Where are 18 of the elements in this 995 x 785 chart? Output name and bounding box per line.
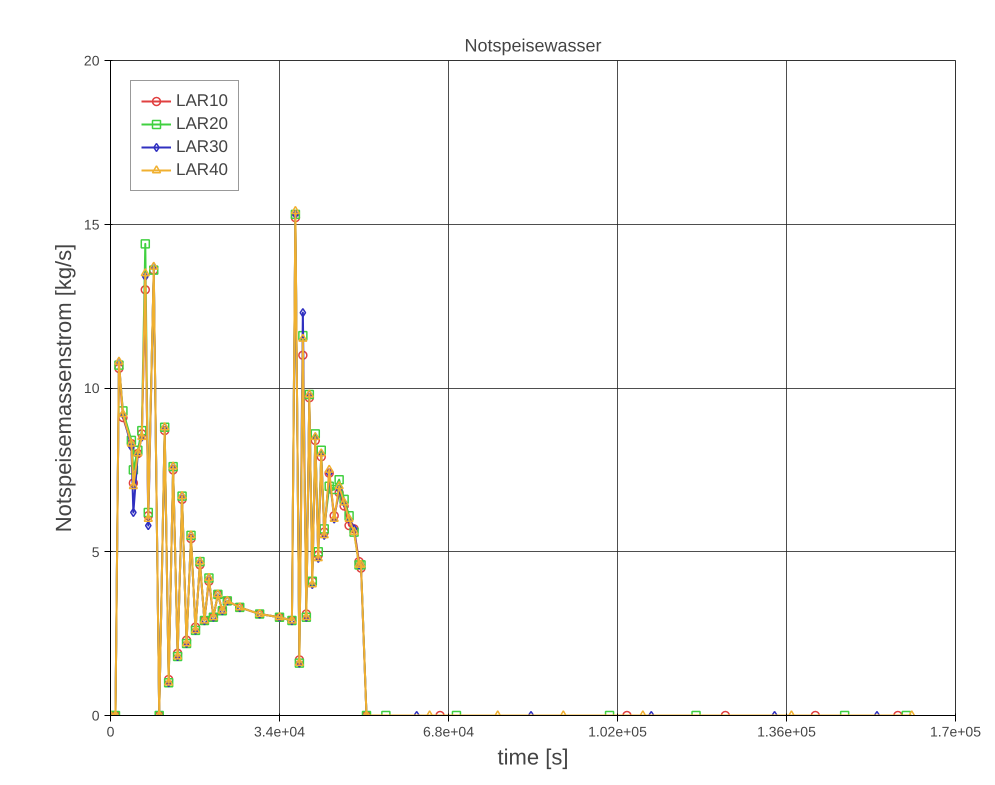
y-tick-label: 0 xyxy=(92,708,100,724)
x-axis-title: time [s] xyxy=(498,744,568,770)
legend-label: LAR10 xyxy=(176,91,228,111)
legend-label: LAR30 xyxy=(176,137,228,157)
x-tick-label: 6.8e+04 xyxy=(423,724,474,740)
x-tick-label: 0 xyxy=(106,724,115,740)
y-tick-label: 5 xyxy=(92,544,100,560)
y-tick-label: 10 xyxy=(84,380,100,396)
y-tick-label: 15 xyxy=(84,216,100,232)
legend-label: LAR40 xyxy=(176,160,228,180)
legend-label: LAR20 xyxy=(176,114,228,134)
x-tick-label: 3.4e+04 xyxy=(254,724,306,740)
y-axis-title: Notspeisemassenstrom [kg/s] xyxy=(50,244,76,532)
x-tick-label: 1.02e+05 xyxy=(588,724,648,740)
y-tick-label: 20 xyxy=(84,52,100,68)
x-tick-label: 1.36e+05 xyxy=(757,724,816,740)
chart-title: Notspeisewasser xyxy=(464,36,602,56)
x-tick-label: 1.7e+05 xyxy=(930,724,982,740)
